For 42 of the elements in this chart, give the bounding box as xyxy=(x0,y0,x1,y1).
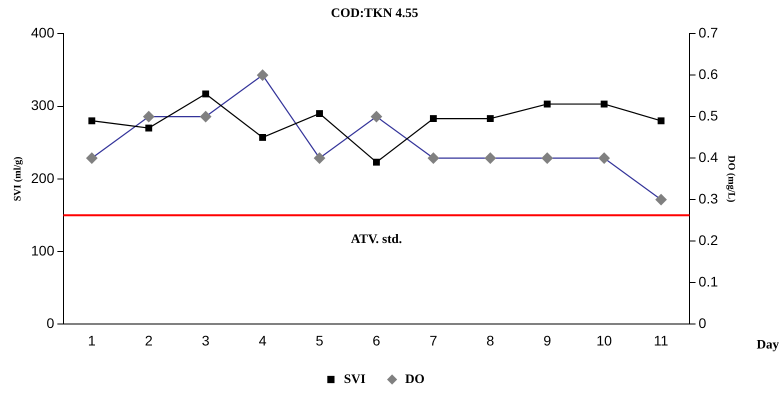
x-tick-label: 8 xyxy=(486,332,494,348)
point xyxy=(202,90,210,98)
y2-tick-label: 0.3 xyxy=(698,190,718,207)
y2-tick-label: 0 xyxy=(698,315,707,332)
point xyxy=(259,134,266,141)
y2-axis-title: DO (mg/L) xyxy=(725,155,736,202)
x-axis-title: Day xyxy=(756,336,780,352)
y-tick-label: 300 xyxy=(31,97,55,114)
chart-title: COD:TKN 4.55 xyxy=(330,5,419,20)
y2-tick-label: 0.6 xyxy=(698,66,718,82)
x-tick-label: 4 xyxy=(258,332,267,348)
x-tick-label: 3 xyxy=(202,332,210,348)
y2-tick-label: 0.5 xyxy=(698,107,718,124)
point xyxy=(145,124,152,132)
point xyxy=(544,100,551,108)
point xyxy=(430,115,437,122)
x-tick-label: 2 xyxy=(144,332,153,348)
x-tick-label: 11 xyxy=(654,332,669,348)
x-tick-label: 7 xyxy=(429,332,438,348)
y-tick-label: 0 xyxy=(46,315,55,332)
y-tick-label: 100 xyxy=(31,242,55,258)
y-tick-label: 200 xyxy=(31,170,55,186)
y-axis-title: SVI (ml/g) xyxy=(12,156,24,202)
point xyxy=(88,117,96,124)
y2-tick-label: 0.4 xyxy=(698,149,718,165)
ref-line-label: ATV. std. xyxy=(350,231,402,246)
point xyxy=(658,117,665,124)
x-tick-label: 6 xyxy=(372,332,381,348)
x-tick-label: 10 xyxy=(596,332,612,348)
point xyxy=(486,115,494,122)
y2-tick-label: 0.7 xyxy=(698,24,718,40)
legend-label: SVI xyxy=(344,370,366,386)
point xyxy=(373,158,380,166)
y2-tick-label: 0.2 xyxy=(698,232,718,248)
y2-tick-label: 0.1 xyxy=(698,274,718,290)
point xyxy=(316,110,323,117)
x-tick-label: 9 xyxy=(543,332,552,348)
y-tick-label: 400 xyxy=(31,24,55,40)
x-tick-label: 5 xyxy=(316,332,324,348)
x-tick-label: 1 xyxy=(88,332,96,348)
point xyxy=(600,100,608,108)
legend-label: DO xyxy=(405,370,425,386)
